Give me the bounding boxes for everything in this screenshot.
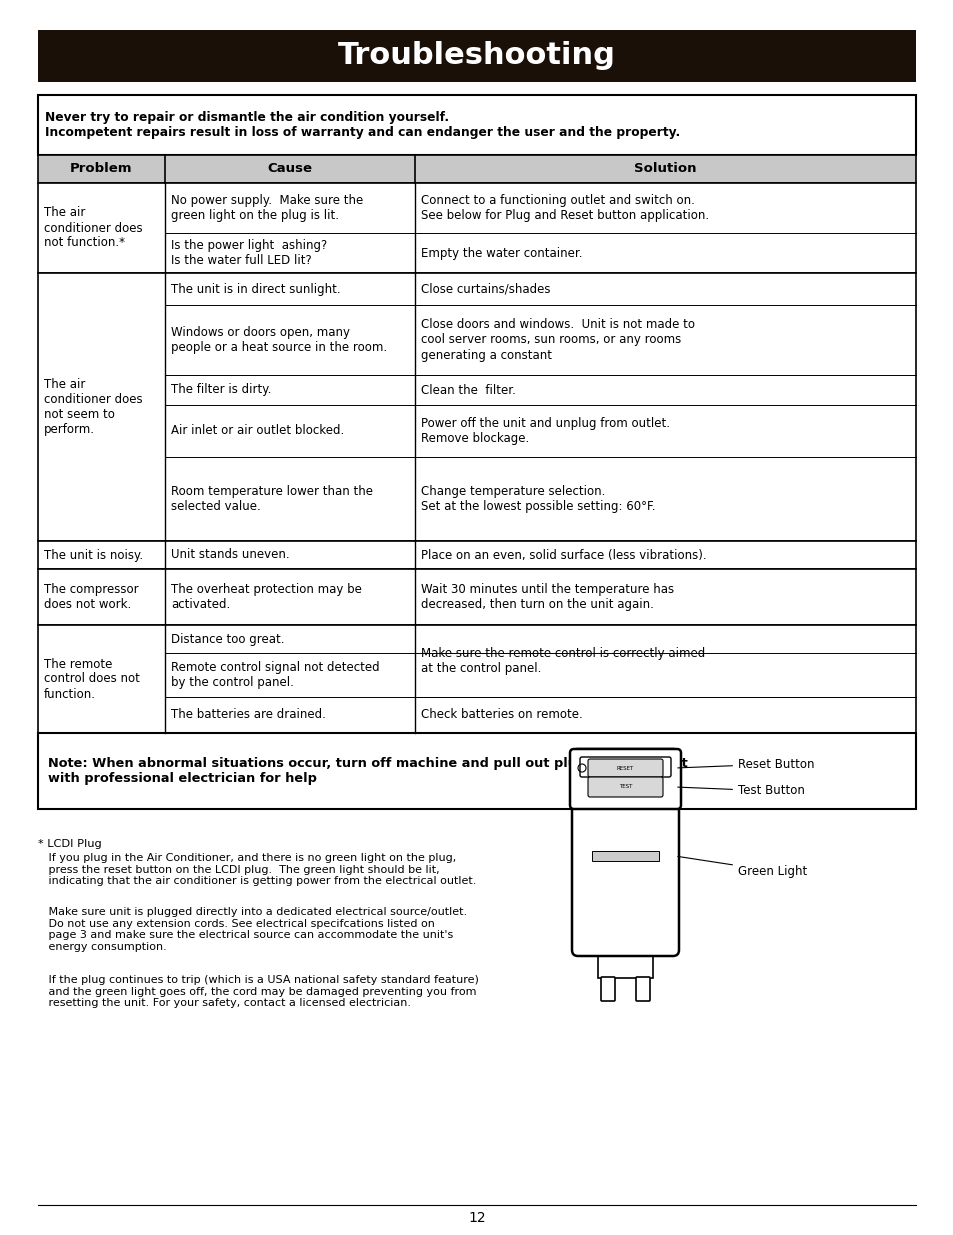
Text: Test Button: Test Button [677,784,804,798]
Text: Power off the unit and unplug from outlet.
Remove blockage.: Power off the unit and unplug from outle… [420,417,669,445]
Text: Unit stands uneven.: Unit stands uneven. [171,548,290,562]
Bar [38,625,915,734]
Bar [38,734,915,809]
Text: The air
conditioner does
not seem to
perform.: The air conditioner does not seem to per… [44,378,143,436]
Text: Air inlet or air outlet blocked.: Air inlet or air outlet blocked. [171,425,344,437]
Text: If the plug continues to trip (which is a USA national safety standard feature)
: If the plug continues to trip (which is … [38,974,478,1008]
Text: Change temperature selection.
Set at the lowest possible setting: 60°F.: Change temperature selection. Set at the… [420,485,655,513]
Text: The remote
control does not
function.: The remote control does not function. [44,657,140,700]
Bar [38,541,915,569]
Bar [38,273,915,541]
Text: Place on an even, solid surface (less vibrations).: Place on an even, solid surface (less vi… [420,548,706,562]
Text: If you plug in the Air Conditioner, and there is no green light on the plug,
   : If you plug in the Air Conditioner, and … [38,853,476,887]
Text: TEST: TEST [618,784,632,789]
Bar [38,183,915,273]
Text: Reset Button: Reset Button [677,757,814,771]
FancyBboxPatch shape [636,977,649,1002]
Text: Room temperature lower than the
selected value.: Room temperature lower than the selected… [171,485,373,513]
Text: Make sure unit is plugged directly into a dedicated electrical source/outlet.
  : Make sure unit is plugged directly into … [38,906,467,952]
FancyBboxPatch shape [572,748,679,956]
Text: The filter is dirty.: The filter is dirty. [171,384,271,396]
Text: Wait 30 minutes until the temperature has
decreased, then turn on the unit again: Wait 30 minutes until the temperature ha… [420,583,674,611]
Text: The compressor
does not work.: The compressor does not work. [44,583,138,611]
Text: Remote control signal not detected
by the control panel.: Remote control signal not detected by th… [171,661,379,689]
FancyBboxPatch shape [600,977,615,1002]
Bar [38,95,915,156]
FancyBboxPatch shape [569,748,680,809]
Text: Check batteries on remote.: Check batteries on remote. [420,709,582,721]
Text: Troubleshooting: Troubleshooting [337,42,616,70]
Text: 12: 12 [468,1212,485,1225]
Bar [38,30,915,82]
Text: Note: When abnormal situations occur, turn off machine and pull out plug, then c: Note: When abnormal situations occur, tu… [48,757,687,785]
Bar [38,569,915,625]
FancyBboxPatch shape [592,851,659,861]
Text: Windows or doors open, many
people or a heat source in the room.: Windows or doors open, many people or a … [171,326,387,354]
Text: RESET: RESET [617,766,634,771]
Text: Never try to repair or dismantle the air condition yourself.
Incompetent repairs: Never try to repair or dismantle the air… [45,111,679,140]
Text: Empty the water container.: Empty the water container. [420,247,582,259]
Text: Clean the  filter.: Clean the filter. [420,384,516,396]
Text: Close doors and windows.  Unit is not made to
cool server rooms, sun rooms, or a: Close doors and windows. Unit is not mad… [420,319,695,362]
Text: * LCDI Plug: * LCDI Plug [38,839,102,848]
Text: Distance too great.: Distance too great. [171,632,284,646]
Text: The air
conditioner does
not function.*: The air conditioner does not function.* [44,206,143,249]
FancyBboxPatch shape [579,757,670,777]
Text: Green Light: Green Light [677,856,806,878]
Text: The batteries are drained.: The batteries are drained. [171,709,326,721]
FancyBboxPatch shape [587,777,662,797]
Text: The unit is in direct sunlight.: The unit is in direct sunlight. [171,283,340,295]
Text: Solution: Solution [634,163,696,175]
Text: Is the power light  ashing?
Is the water full LED lit?: Is the power light ashing? Is the water … [171,240,327,267]
Text: The unit is noisy.: The unit is noisy. [44,548,143,562]
FancyBboxPatch shape [587,760,662,777]
Bar [38,156,915,183]
Text: Cause: Cause [267,163,313,175]
Text: Problem: Problem [71,163,132,175]
Text: Make sure the remote control is correctly aimed
at the control panel.: Make sure the remote control is correctl… [420,647,704,676]
Text: No power supply.  Make sure the
green light on the plug is lit.: No power supply. Make sure the green lig… [171,194,363,222]
Text: The overheat protection may be
activated.: The overheat protection may be activated… [171,583,361,611]
Text: Close curtains/shades: Close curtains/shades [420,283,550,295]
Text: Connect to a functioning outlet and switch on.
See below for Plug and Reset butt: Connect to a functioning outlet and swit… [420,194,708,222]
Bar [598,950,652,978]
